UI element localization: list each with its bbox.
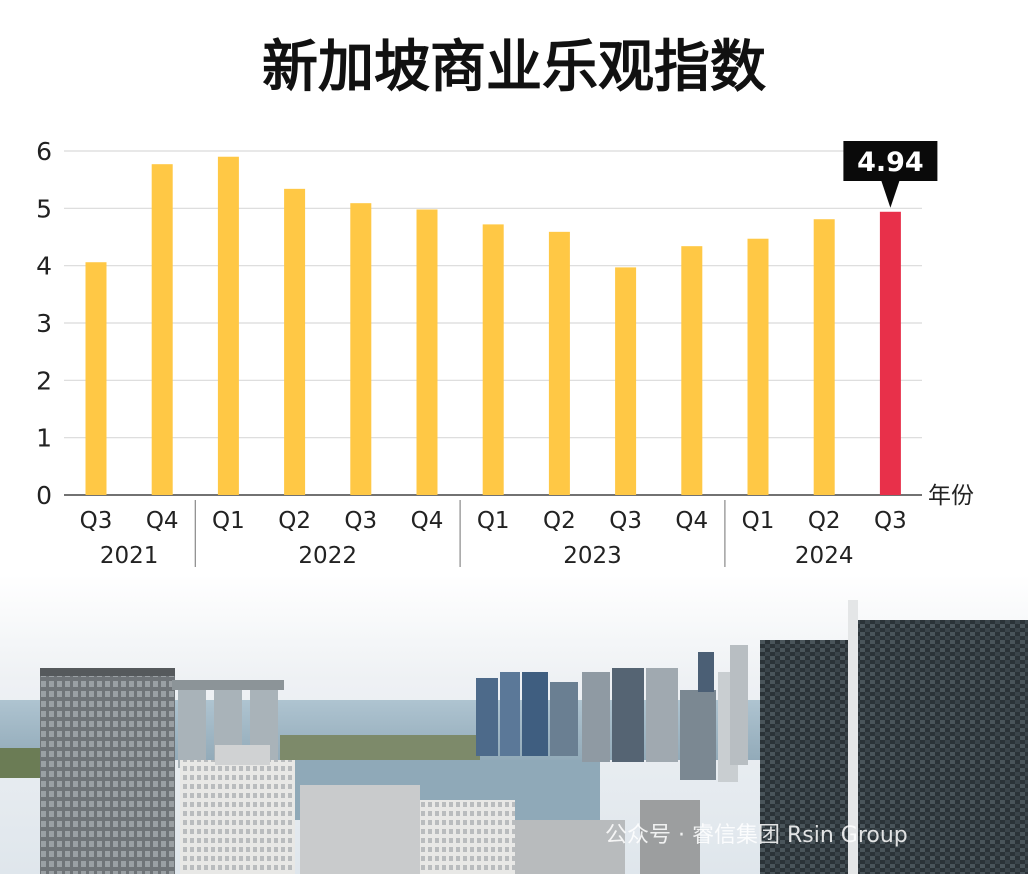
bar bbox=[747, 238, 769, 495]
bar bbox=[217, 156, 239, 495]
bar-highlight bbox=[879, 211, 901, 496]
y-tick-label: 3 bbox=[36, 309, 52, 338]
bar bbox=[151, 164, 173, 496]
y-tick-label: 6 bbox=[36, 137, 52, 166]
x-axis-label: 年份 bbox=[928, 483, 974, 509]
bar bbox=[350, 203, 372, 495]
y-tick-label: 1 bbox=[36, 424, 52, 453]
x-tick-label: Q2 bbox=[808, 508, 841, 534]
bar bbox=[85, 262, 107, 495]
year-label: 2021 bbox=[100, 543, 159, 569]
y-tick-label: 2 bbox=[36, 366, 52, 395]
callout-box bbox=[843, 141, 938, 181]
x-tick-label: Q4 bbox=[146, 508, 179, 534]
x-tick-label: Q3 bbox=[874, 508, 907, 534]
x-tick-label: Q3 bbox=[344, 508, 377, 534]
value-callout: 4.94 bbox=[843, 141, 938, 208]
bar bbox=[548, 231, 570, 495]
x-tick-label: Q3 bbox=[80, 508, 113, 534]
y-axis-ticks: 0 1 2 3 4 5 6 bbox=[36, 137, 52, 510]
x-axis: Q3 Q4 Q1 Q2 Q3 Q4 Q1 Q2 Q3 Q4 Q1 Q2 Q3 2021 2022 2023 20… bbox=[80, 500, 907, 569]
bar bbox=[482, 224, 504, 496]
y-tick-label: 4 bbox=[36, 252, 52, 281]
x-tick-label: Q1 bbox=[477, 508, 510, 534]
x-tick-label: Q2 bbox=[278, 508, 311, 534]
x-tick-label: Q1 bbox=[742, 508, 775, 534]
x-tick-label: Q2 bbox=[543, 508, 576, 534]
year-label: 2024 bbox=[795, 543, 854, 569]
bar bbox=[813, 219, 835, 495]
callout-pointer bbox=[881, 181, 900, 208]
x-tick-label: Q4 bbox=[411, 508, 444, 534]
bar bbox=[681, 246, 703, 495]
x-tick-label: Q4 bbox=[675, 508, 708, 534]
y-tick-label: 0 bbox=[36, 481, 52, 510]
city-skyline-photo bbox=[0, 575, 1028, 874]
watermark-text: 公众号 · 睿信集团 Rsin Group bbox=[605, 823, 908, 848]
year-label: 2022 bbox=[298, 543, 357, 569]
bar bbox=[615, 267, 637, 495]
chart-title: 新加坡商业乐观指数 bbox=[262, 35, 766, 100]
bars bbox=[85, 156, 901, 496]
y-tick-label: 5 bbox=[36, 194, 52, 223]
bar bbox=[284, 188, 306, 495]
year-label: 2023 bbox=[563, 543, 622, 569]
x-tick-label: Q3 bbox=[609, 508, 642, 534]
callout-value: 4.94 bbox=[857, 147, 924, 178]
bar bbox=[416, 209, 438, 496]
x-tick-label: Q1 bbox=[212, 508, 245, 534]
